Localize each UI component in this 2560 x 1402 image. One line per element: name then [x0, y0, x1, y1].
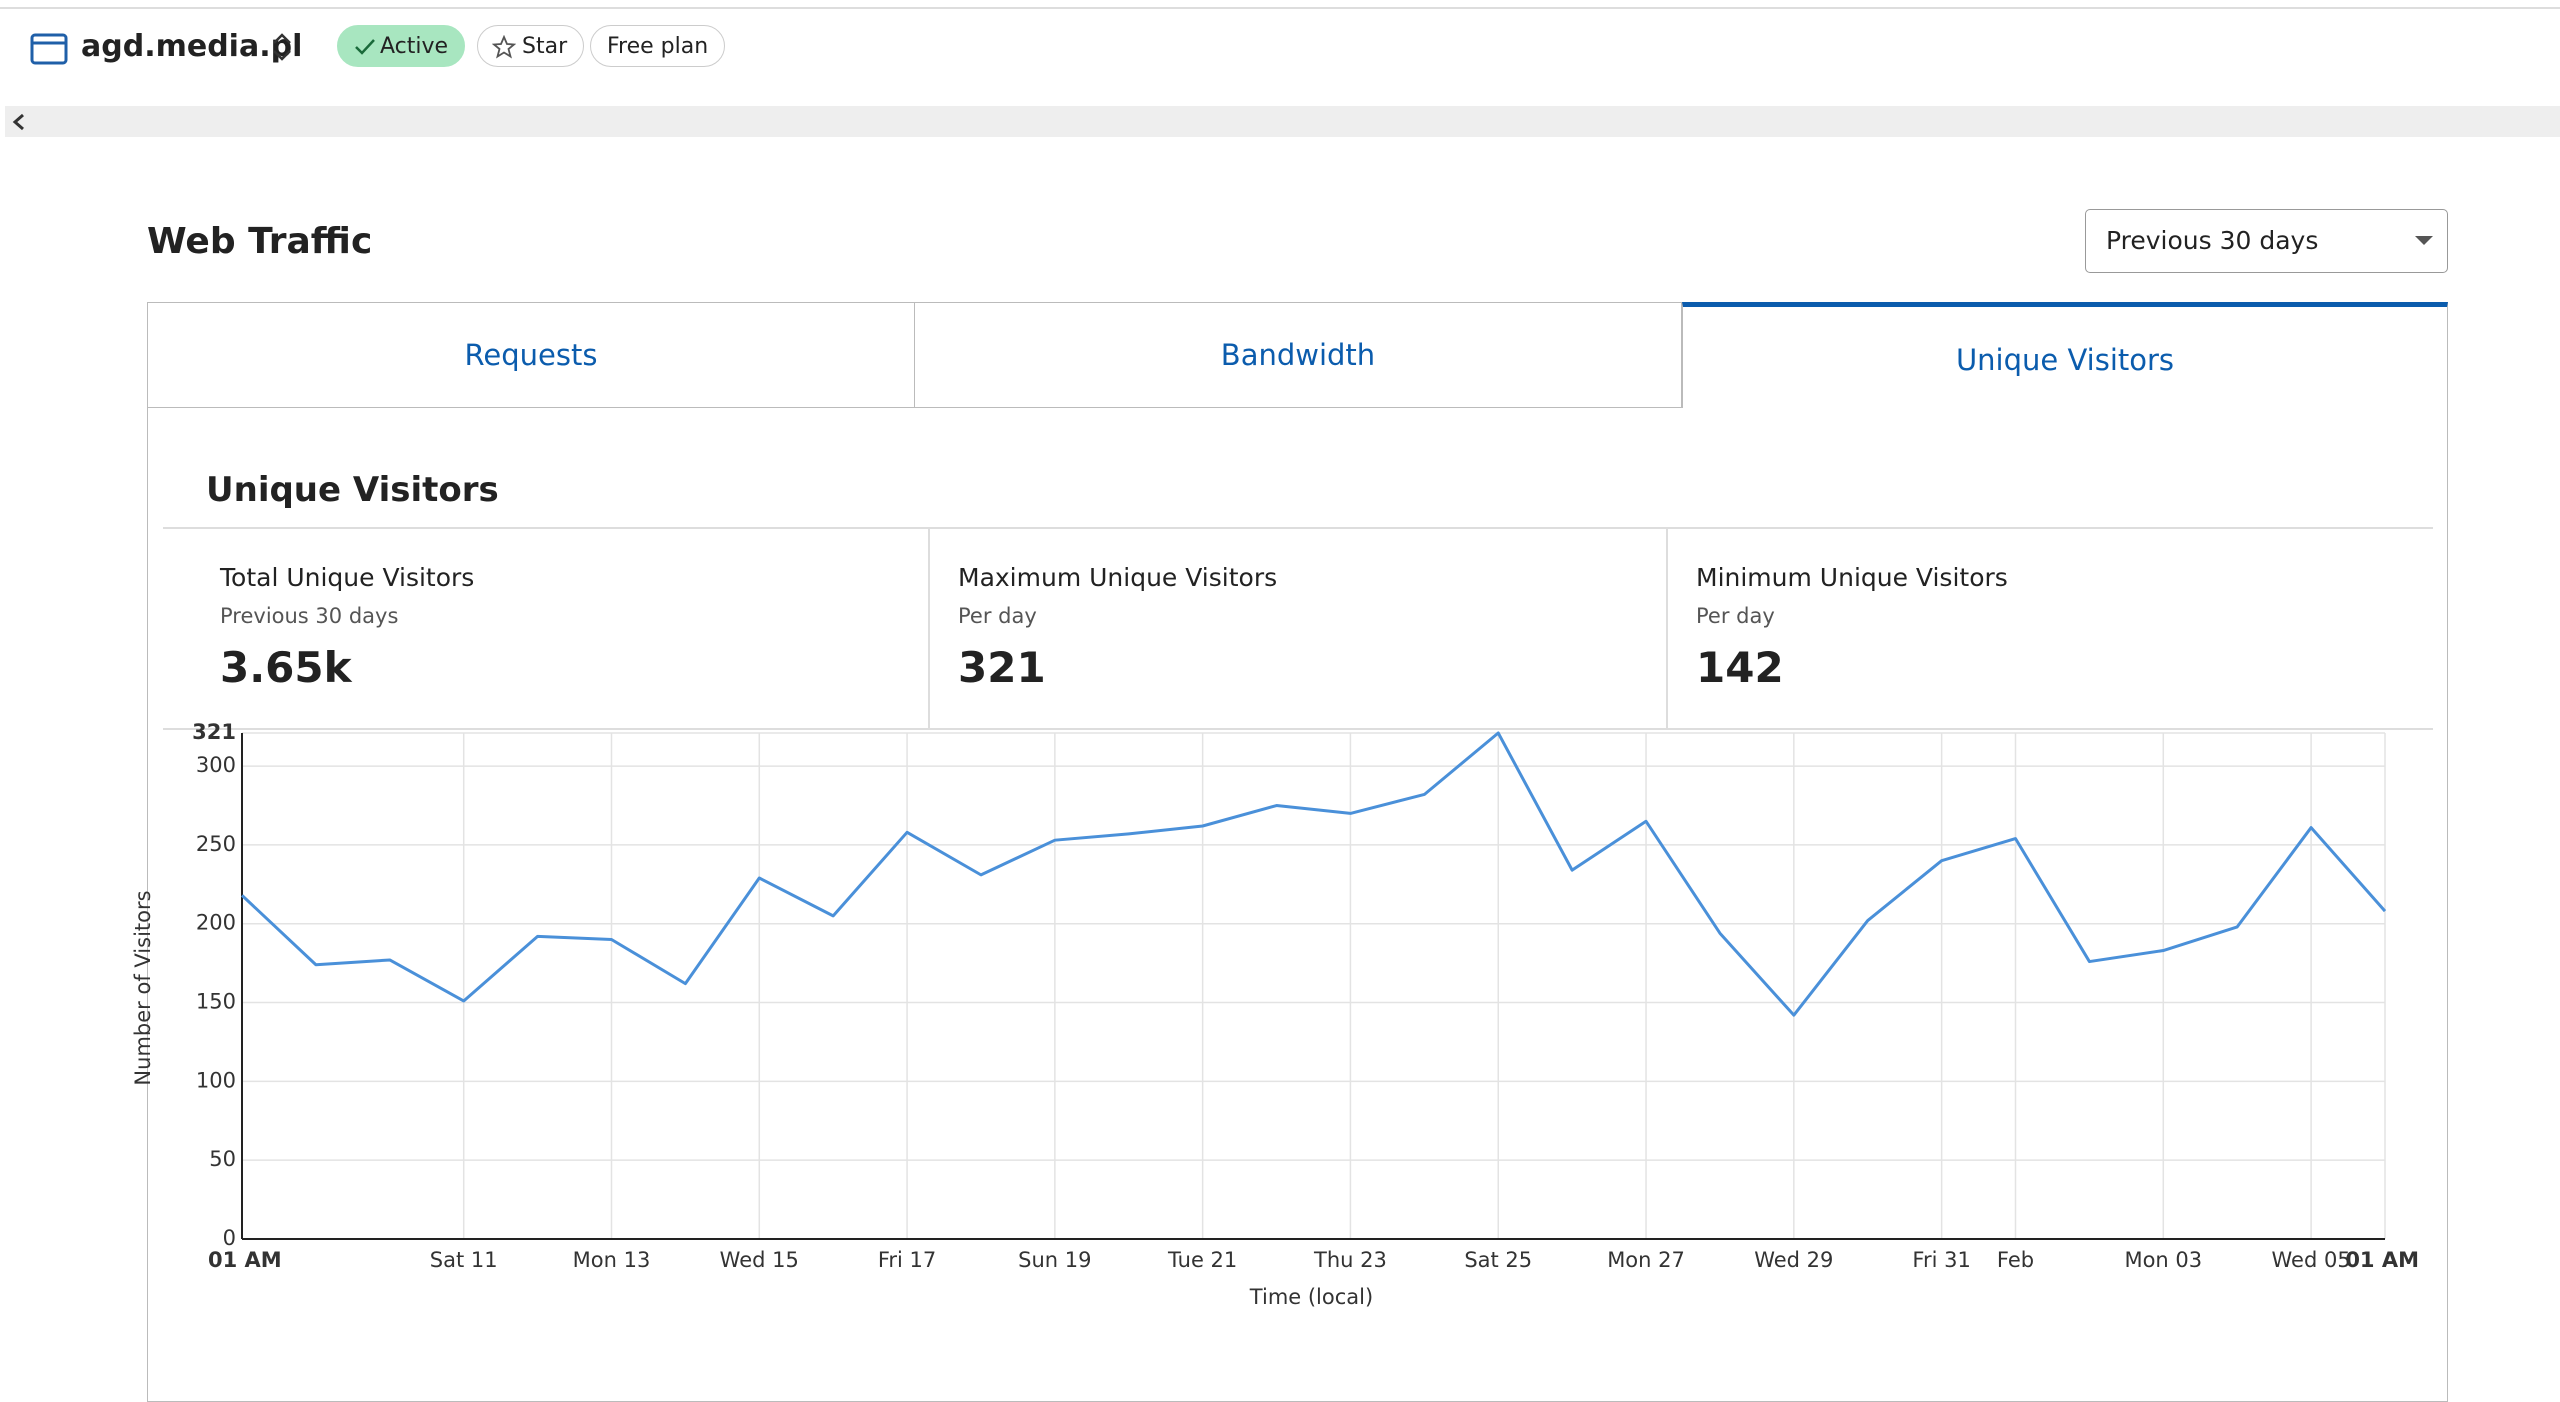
- x-axis-title: Time (local): [1249, 1285, 1373, 1309]
- page: agd.media.pl Active Star Free plan Web T…: [0, 7, 2560, 1402]
- plan-badge: Free plan: [590, 25, 726, 67]
- stat-label: Total Unique Visitors: [220, 563, 475, 592]
- stat-sub: Per day: [958, 604, 1037, 628]
- divider: [163, 728, 2433, 730]
- stat-label: Maximum Unique Visitors: [958, 563, 1278, 592]
- top-border: [0, 7, 2560, 9]
- status-text: Active: [380, 34, 449, 59]
- divider: [928, 527, 930, 728]
- stat-value: 142: [1696, 643, 1784, 692]
- status-badge: Active: [337, 25, 466, 67]
- x-tick-label: Mon 13: [573, 1248, 651, 1272]
- y-tick-label: 300: [196, 753, 236, 777]
- x-tick-label: Wed 05: [2272, 1248, 2351, 1272]
- star-text: Star: [522, 34, 568, 59]
- x-tick-label: 01 AM: [2345, 1248, 2419, 1272]
- x-tick-label: Feb: [1997, 1248, 2034, 1272]
- range-select[interactable]: Previous 30 days: [2085, 209, 2448, 273]
- x-tick-label: Fri 17: [878, 1248, 936, 1272]
- x-tick-label: 01 AM: [208, 1248, 282, 1272]
- y-tick-label: 50: [209, 1147, 236, 1171]
- star-button[interactable]: Star: [477, 25, 585, 67]
- x-tick-label: Tue 21: [1167, 1248, 1237, 1272]
- nav-strip: [5, 106, 2560, 137]
- section-title: Web Traffic: [147, 221, 373, 262]
- x-tick-label: Thu 23: [1313, 1248, 1387, 1272]
- site-name[interactable]: agd.media.pl: [81, 29, 303, 64]
- data-line: [240, 731, 2387, 1017]
- x-tick-label: Sat 11: [430, 1248, 498, 1272]
- stat-sub: Previous 30 days: [220, 604, 399, 628]
- switch-icon[interactable]: [270, 30, 294, 64]
- stat-value: 3.65k: [220, 643, 352, 692]
- x-tick-label: Mon 27: [1607, 1248, 1685, 1272]
- y-tick-label: 100: [196, 1068, 236, 1092]
- y-tick-label: 150: [196, 990, 236, 1014]
- y-tick-label: 0: [223, 1226, 236, 1250]
- x-tick-label: Wed 29: [1754, 1248, 1833, 1272]
- y-axis-title: Number of Visitors: [131, 890, 155, 1085]
- site-icon: [30, 33, 68, 65]
- range-text: Previous 30 days: [2106, 226, 2319, 255]
- x-tick-label: Wed 15: [720, 1248, 799, 1272]
- chart: 0 50 100 150 200 250 300 321 01 AM Sat 11 Mon 13 We…: [131, 720, 2419, 1309]
- plan-text: Free plan: [607, 34, 709, 59]
- stat-label: Minimum Unique Visitors: [1696, 563, 2008, 592]
- stat-sub: Per day: [1696, 604, 1775, 628]
- x-tick-label: Sat 25: [1464, 1248, 1532, 1272]
- tab[interactable]: Bandwidth: [914, 302, 1682, 408]
- y-tick-label: 321: [192, 720, 236, 744]
- y-tick-label: 250: [196, 832, 236, 856]
- stat-value: 321: [958, 643, 1046, 692]
- back-button[interactable]: [11, 113, 27, 131]
- tab[interactable]: Requests: [147, 302, 915, 408]
- x-tick-label: Fri 31: [1912, 1248, 1970, 1272]
- tab-active[interactable]: Unique Visitors: [1682, 302, 2448, 408]
- divider: [163, 527, 2433, 529]
- x-tick-label: Sun 19: [1018, 1248, 1091, 1272]
- divider: [1666, 527, 1668, 728]
- x-tick-label: Mon 03: [2124, 1248, 2202, 1272]
- y-tick-label: 200: [196, 911, 236, 935]
- panel-title: Unique Visitors: [206, 470, 499, 510]
